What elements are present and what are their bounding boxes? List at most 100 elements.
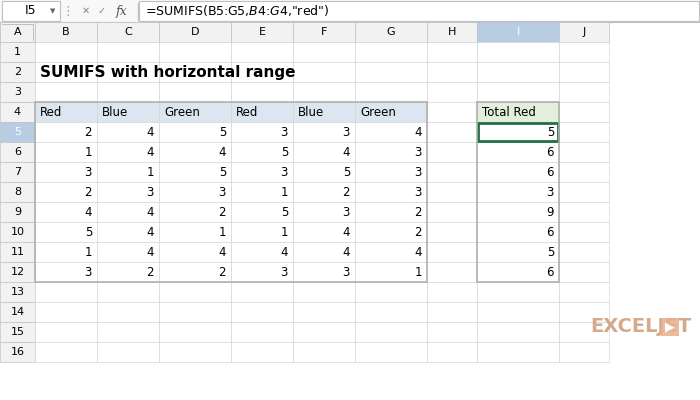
Text: 16: 16 bbox=[10, 347, 25, 357]
Bar bbox=[293, 242, 355, 262]
Text: 3: 3 bbox=[146, 186, 154, 198]
Bar bbox=[427, 22, 477, 42]
Text: 1: 1 bbox=[414, 266, 422, 278]
Text: ▼: ▼ bbox=[50, 8, 56, 14]
Text: 3: 3 bbox=[414, 186, 422, 198]
Bar bbox=[355, 42, 427, 62]
Text: 6: 6 bbox=[547, 266, 554, 278]
Bar bbox=[97, 262, 159, 282]
Text: 14: 14 bbox=[10, 307, 25, 317]
Bar bbox=[0, 282, 35, 302]
Text: J: J bbox=[582, 27, 586, 37]
Bar bbox=[477, 262, 559, 282]
Bar bbox=[231, 322, 293, 342]
Bar bbox=[231, 142, 293, 162]
Bar bbox=[97, 62, 159, 82]
Text: 3: 3 bbox=[281, 166, 288, 178]
Bar bbox=[35, 142, 97, 162]
Bar bbox=[559, 262, 609, 282]
Bar bbox=[559, 222, 609, 242]
Text: 4: 4 bbox=[146, 226, 154, 238]
Text: 9: 9 bbox=[547, 206, 554, 218]
Bar bbox=[477, 82, 559, 102]
Bar bbox=[159, 322, 231, 342]
Text: 8: 8 bbox=[14, 187, 21, 197]
Bar bbox=[477, 182, 559, 202]
Bar bbox=[559, 342, 609, 362]
Bar bbox=[477, 282, 559, 302]
Bar bbox=[355, 302, 427, 322]
Bar bbox=[231, 242, 293, 262]
Text: 1: 1 bbox=[218, 226, 226, 238]
Bar bbox=[35, 102, 97, 122]
Text: 13: 13 bbox=[10, 287, 25, 297]
Text: 5: 5 bbox=[14, 127, 21, 137]
Text: I5: I5 bbox=[25, 4, 37, 18]
Text: 4: 4 bbox=[85, 206, 92, 218]
Bar bbox=[159, 182, 231, 202]
Bar bbox=[159, 22, 231, 42]
Bar bbox=[355, 262, 427, 282]
Bar bbox=[293, 122, 355, 142]
Bar bbox=[159, 262, 231, 282]
Text: 7: 7 bbox=[14, 167, 21, 177]
Bar bbox=[97, 142, 159, 162]
Bar bbox=[231, 342, 293, 362]
Text: 5: 5 bbox=[281, 206, 288, 218]
Bar bbox=[427, 342, 477, 362]
Text: 5: 5 bbox=[547, 246, 554, 258]
Bar bbox=[0, 262, 35, 282]
Bar bbox=[0, 162, 35, 182]
Text: 4: 4 bbox=[414, 246, 422, 258]
Text: 1: 1 bbox=[281, 226, 288, 238]
Text: Total Red: Total Red bbox=[482, 106, 536, 118]
Bar bbox=[355, 82, 427, 102]
Bar bbox=[35, 282, 97, 302]
Text: 1: 1 bbox=[85, 146, 92, 158]
Bar bbox=[427, 262, 477, 282]
Bar bbox=[35, 42, 97, 62]
Text: 2: 2 bbox=[85, 186, 92, 198]
Bar bbox=[355, 322, 427, 342]
Bar bbox=[97, 102, 159, 122]
Text: 4: 4 bbox=[342, 226, 350, 238]
Bar bbox=[478, 123, 558, 141]
Bar bbox=[231, 42, 293, 62]
Bar bbox=[35, 162, 97, 182]
Bar bbox=[427, 122, 477, 142]
Bar bbox=[477, 22, 559, 42]
Bar bbox=[293, 302, 355, 322]
Bar bbox=[35, 262, 97, 282]
Bar bbox=[159, 302, 231, 322]
Bar bbox=[159, 242, 231, 262]
Text: 3: 3 bbox=[342, 126, 350, 138]
Text: 2: 2 bbox=[146, 266, 154, 278]
Text: 12: 12 bbox=[10, 267, 25, 277]
Text: ⋮: ⋮ bbox=[62, 4, 74, 18]
Text: 5: 5 bbox=[281, 146, 288, 158]
Text: Red: Red bbox=[236, 106, 258, 118]
Bar bbox=[477, 42, 559, 62]
Text: 4: 4 bbox=[342, 146, 350, 158]
Bar bbox=[97, 242, 159, 262]
Bar bbox=[97, 182, 159, 202]
Text: 11: 11 bbox=[10, 247, 25, 257]
Bar bbox=[0, 0, 700, 22]
Bar bbox=[293, 222, 355, 242]
Bar bbox=[0, 102, 35, 122]
Bar bbox=[159, 342, 231, 362]
Bar bbox=[477, 142, 559, 162]
Bar bbox=[35, 222, 97, 242]
Text: 3: 3 bbox=[414, 146, 422, 158]
Bar bbox=[427, 322, 477, 342]
Text: EXCELJET: EXCELJET bbox=[590, 318, 692, 336]
Bar bbox=[477, 102, 559, 282]
Bar bbox=[477, 222, 559, 242]
Bar bbox=[427, 62, 477, 82]
Bar bbox=[559, 142, 609, 162]
Bar bbox=[559, 162, 609, 182]
Text: 1: 1 bbox=[146, 166, 154, 178]
Text: 4: 4 bbox=[14, 107, 21, 117]
Bar bbox=[0, 142, 35, 162]
Bar bbox=[559, 42, 609, 62]
